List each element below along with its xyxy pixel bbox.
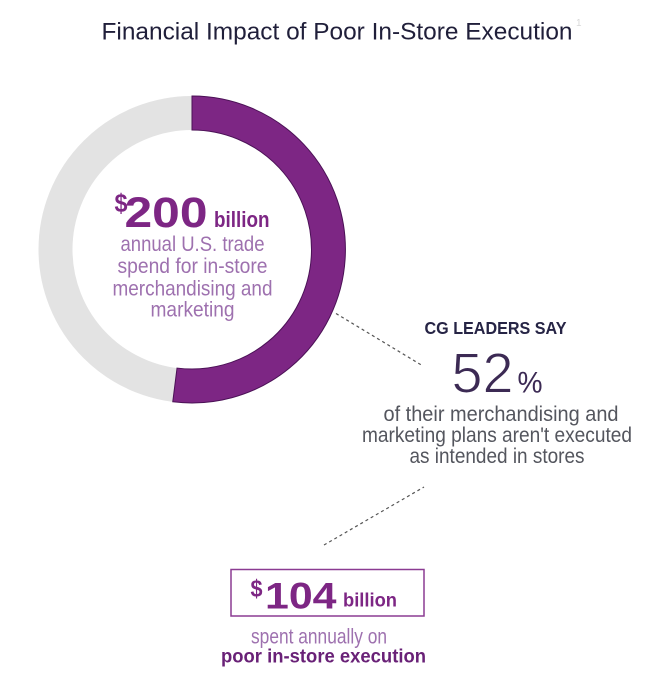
svg-text:annual U.S. trade: annual U.S. trade [121, 232, 265, 256]
svg-text:of their merchandising and: of their merchandising and [384, 403, 619, 426]
svg-text:200: 200 [125, 190, 208, 237]
svg-text:52: 52 [452, 341, 514, 405]
svg-text:Financial Impact of Poor In-St: Financial Impact of Poor In-Store Execut… [102, 19, 573, 46]
svg-text:merchandising and: merchandising and [113, 277, 273, 301]
svg-text:billion: billion [343, 591, 397, 612]
svg-text:%: % [518, 366, 543, 399]
svg-text:poor in-store execution: poor in-store execution [221, 647, 426, 668]
svg-text:billion: billion [214, 207, 270, 232]
svg-text:1: 1 [576, 18, 582, 29]
svg-text:as intended in stores: as intended in stores [410, 445, 585, 468]
svg-text:CG LEADERS SAY: CG LEADERS SAY [425, 318, 567, 338]
svg-text:marketing: marketing [151, 298, 235, 322]
svg-text:104: 104 [265, 575, 337, 616]
svg-text:$: $ [251, 576, 263, 603]
svg-text:marketing plans aren't execute: marketing plans aren't executed [362, 424, 632, 447]
svg-text:spend for in-store: spend for in-store [118, 254, 268, 278]
svg-text:spent annually on: spent annually on [251, 626, 387, 649]
svg-text:$: $ [115, 188, 128, 218]
